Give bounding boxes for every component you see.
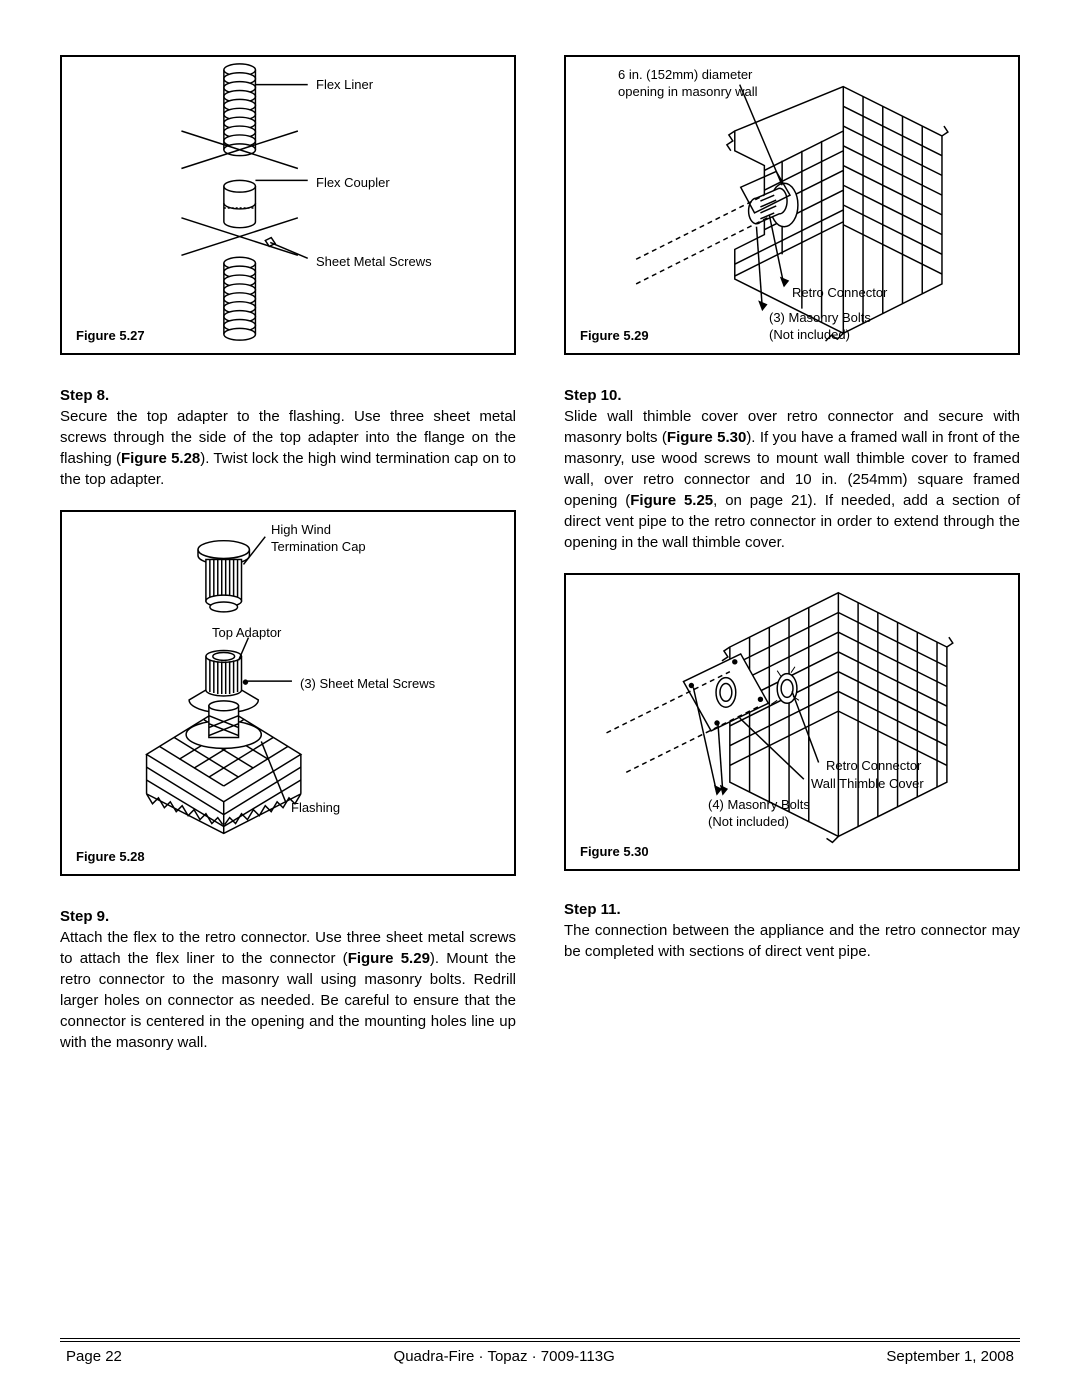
step-10: Step 10. Slide wall thimble cover over r…	[564, 387, 1020, 553]
fig-527-svg	[62, 57, 514, 353]
step-8-head: Step 8.	[60, 387, 516, 404]
left-column: Flex Liner Flex Coupler Sheet Metal Scre…	[60, 55, 516, 1053]
step-11: Step 11. The connection between the appl…	[564, 901, 1020, 962]
step-10-text: Slide wall thimble cover over retro conn…	[564, 406, 1020, 553]
fig-528-svg	[62, 512, 514, 874]
step-11-head: Step 11.	[564, 901, 1020, 918]
footer-page: Page 22	[66, 1348, 122, 1365]
figure-5-28: High Wind Termination Cap Top Adaptor (3…	[60, 510, 516, 876]
footer-date: September 1, 2008	[886, 1348, 1014, 1365]
step-9: Step 9. Attach the flex to the retro con…	[60, 908, 516, 1053]
fig-528-caption: Figure 5.28	[76, 849, 145, 864]
label-bolts3: (3) Masonry Bolts (Not included)	[769, 310, 871, 344]
page-footer: Page 22 Quadra-Fire · Topaz · 7009-113G …	[60, 1338, 1020, 1365]
figure-5-30: Retro Connector Wall Thimble Cover (4) M…	[564, 573, 1020, 871]
step-9-head: Step 9.	[60, 908, 516, 925]
label-high-wind: High Wind Termination Cap	[271, 522, 366, 556]
footer-center: Quadra-Fire · Topaz · 7009-113G	[394, 1348, 615, 1365]
fig-527-caption: Figure 5.27	[76, 328, 145, 343]
step-8-text: Secure the top adapter to the flashing. …	[60, 406, 516, 490]
right-column: 6 in. (152mm) diameter opening in masonr…	[564, 55, 1020, 1053]
label-opening: 6 in. (152mm) diameter opening in masonr…	[618, 67, 757, 101]
figure-5-29: 6 in. (152mm) diameter opening in masonr…	[564, 55, 1020, 355]
label-bolts4: (4) Masonry Bolts (Not included)	[708, 797, 810, 831]
footer-rule	[60, 1338, 1020, 1342]
step-11-text: The connection between the appliance and…	[564, 920, 1020, 962]
fig-529-svg	[566, 57, 1018, 353]
label-sheet-screws: Sheet Metal Screws	[316, 254, 432, 271]
label-thimble: Wall Thimble Cover	[811, 776, 924, 793]
fig-530-caption: Figure 5.30	[580, 844, 649, 859]
step-9-text: Attach the flex to the retro connector. …	[60, 927, 516, 1053]
label-flex-coupler: Flex Coupler	[316, 175, 390, 192]
label-retro530: Retro Connector	[826, 758, 921, 775]
label-3-screws: (3) Sheet Metal Screws	[300, 676, 435, 693]
step-10-head: Step 10.	[564, 387, 1020, 404]
figure-5-27: Flex Liner Flex Coupler Sheet Metal Scre…	[60, 55, 516, 355]
fig-529-caption: Figure 5.29	[580, 328, 649, 343]
label-top-adaptor: Top Adaptor	[212, 625, 281, 642]
label-retro529: Retro Connector	[792, 285, 887, 302]
label-flex-liner: Flex Liner	[316, 77, 373, 94]
step-8: Step 8. Secure the top adapter to the fl…	[60, 387, 516, 490]
label-flashing: Flashing	[291, 800, 340, 817]
